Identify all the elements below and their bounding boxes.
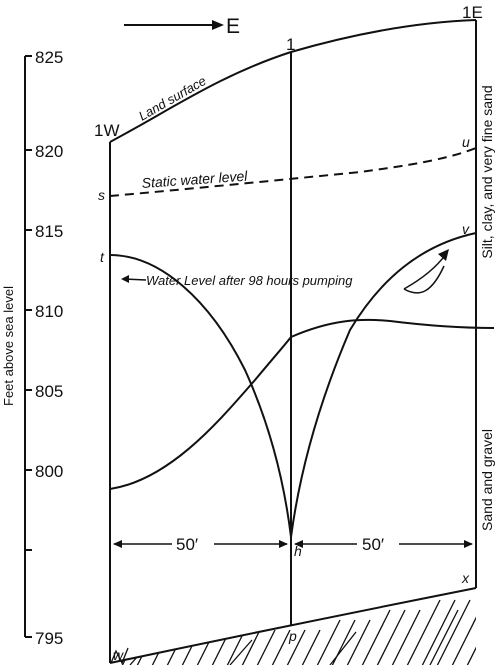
well-label-west: 1W [94,121,120,140]
static-water-level-label: Static water level [141,168,249,191]
tick-label-825: 825 [35,48,63,67]
point-s: s [98,187,105,203]
tick-label-820: 820 [35,142,63,161]
drawdown-arrowhead-left [121,275,129,283]
layer-label-upper: Silt, clay, and very fine sand [479,85,495,258]
distance-right: 50′ [362,535,384,554]
distance-left: 50′ [176,535,198,554]
point-w: w [113,647,124,663]
wells [109,20,477,663]
drawdown-arrowhead-right [438,249,449,261]
tick-label-805: 805 [35,382,63,401]
point-t: t [100,249,105,265]
drawdown-curve [109,232,477,538]
drawdown-label: Water Level after 98 hours pumping [146,273,353,288]
point-h: h [294,543,302,559]
drawdown-label-arrow-return [403,265,445,294]
axis-title: Feet above sea level [1,286,16,406]
land-surface-line [109,19,477,143]
bedrock-hatching [110,589,476,665]
layer-contact-line [109,318,495,490]
tick-label-815: 815 [35,222,63,241]
elevation-axis [24,55,32,638]
tick-label-810: 810 [35,302,63,321]
base-line [109,587,477,664]
layer-label-lower: Sand and gravel [479,429,495,531]
well-label-east: 1E [462,3,483,22]
base-squiggle [110,647,129,665]
drawdown-label-arrow-right [403,253,447,290]
point-p: p [288,628,297,644]
direction-label: E [226,15,240,38]
well-label-center: 1 [286,35,295,54]
point-u: u [462,134,470,150]
point-v: v [462,221,470,237]
tick-label-795: 795 [35,629,63,648]
land-surface-label: Land surface [136,73,209,124]
point-x: x [461,570,470,586]
direction-arrow [124,20,224,30]
tick-label-800: 800 [35,462,63,481]
static-water-level-line [109,147,477,197]
